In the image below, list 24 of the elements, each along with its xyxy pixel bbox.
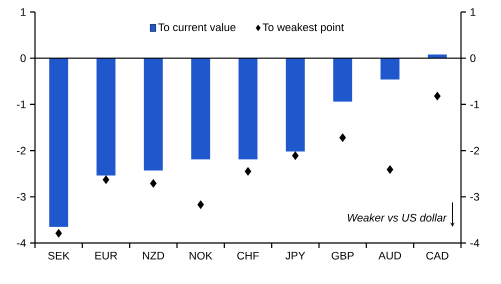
y-tick-label: 1 bbox=[20, 8, 26, 16]
x-tick-label: EUR bbox=[95, 252, 118, 260]
y2-tick-label: -1 bbox=[470, 100, 480, 108]
y2-tick-label: -4 bbox=[470, 239, 480, 247]
y-tick-label: -3 bbox=[16, 192, 26, 201]
x-tick-label: SEK bbox=[48, 252, 70, 260]
x-tick-label: AUD bbox=[378, 252, 402, 260]
x-tick-label: CAD bbox=[426, 252, 448, 260]
y2-tick-label: -2 bbox=[470, 146, 480, 154]
x-tick-label: JPY bbox=[285, 252, 306, 260]
annotation: Weaker vs US dollar bbox=[348, 214, 447, 222]
x-tick-label: CHF bbox=[237, 252, 259, 260]
x-tick-label: GBP bbox=[332, 252, 354, 260]
y2-tick-label: 0 bbox=[470, 54, 476, 62]
y-tick-label: -2 bbox=[16, 146, 26, 154]
x-tick-label: NOK bbox=[190, 252, 212, 260]
y-tick-label: -4 bbox=[16, 239, 26, 247]
y2-tick-label: -3 bbox=[470, 192, 480, 201]
y-tick-label: -1 bbox=[16, 100, 26, 108]
legend-label: To current value bbox=[158, 23, 236, 32]
y-tick-label: 0 bbox=[20, 54, 26, 62]
y2-tick-label: 1 bbox=[470, 8, 476, 16]
legend-label: To weakest point bbox=[262, 23, 344, 34]
x-tick-label: NZD bbox=[142, 252, 164, 260]
